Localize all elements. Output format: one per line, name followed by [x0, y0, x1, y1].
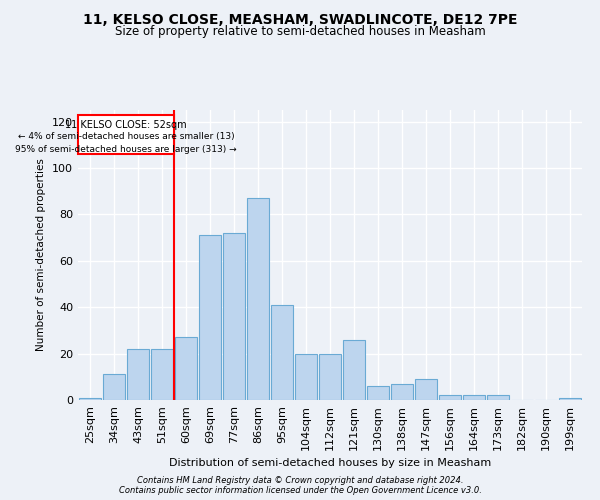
- Bar: [463, 396, 485, 400]
- Text: 11, KELSO CLOSE, MEASHAM, SWADLINCOTE, DE12 7PE: 11, KELSO CLOSE, MEASHAM, SWADLINCOTE, D…: [83, 12, 517, 26]
- Bar: [415, 379, 437, 400]
- Bar: [319, 354, 341, 400]
- Bar: [175, 338, 197, 400]
- FancyBboxPatch shape: [78, 114, 174, 154]
- Bar: [271, 305, 293, 400]
- Text: 11 KELSO CLOSE: 52sqm: 11 KELSO CLOSE: 52sqm: [65, 120, 187, 130]
- Bar: [343, 340, 365, 400]
- Bar: [199, 236, 221, 400]
- Bar: [439, 396, 461, 400]
- Bar: [391, 384, 413, 400]
- Bar: [367, 386, 389, 400]
- Bar: [559, 398, 581, 400]
- Bar: [151, 349, 173, 400]
- Bar: [79, 398, 101, 400]
- Y-axis label: Number of semi-detached properties: Number of semi-detached properties: [37, 158, 46, 352]
- Text: 95% of semi-detached houses are larger (313) →: 95% of semi-detached houses are larger (…: [15, 145, 237, 154]
- Bar: [487, 396, 509, 400]
- Text: Contains public sector information licensed under the Open Government Licence v3: Contains public sector information licen…: [119, 486, 481, 495]
- X-axis label: Distribution of semi-detached houses by size in Measham: Distribution of semi-detached houses by …: [169, 458, 491, 468]
- Text: ← 4% of semi-detached houses are smaller (13): ← 4% of semi-detached houses are smaller…: [17, 132, 235, 141]
- Bar: [295, 354, 317, 400]
- Text: Size of property relative to semi-detached houses in Measham: Size of property relative to semi-detach…: [115, 25, 485, 38]
- Bar: [247, 198, 269, 400]
- Bar: [127, 349, 149, 400]
- Bar: [103, 374, 125, 400]
- Bar: [223, 233, 245, 400]
- Text: Contains HM Land Registry data © Crown copyright and database right 2024.: Contains HM Land Registry data © Crown c…: [137, 476, 463, 485]
